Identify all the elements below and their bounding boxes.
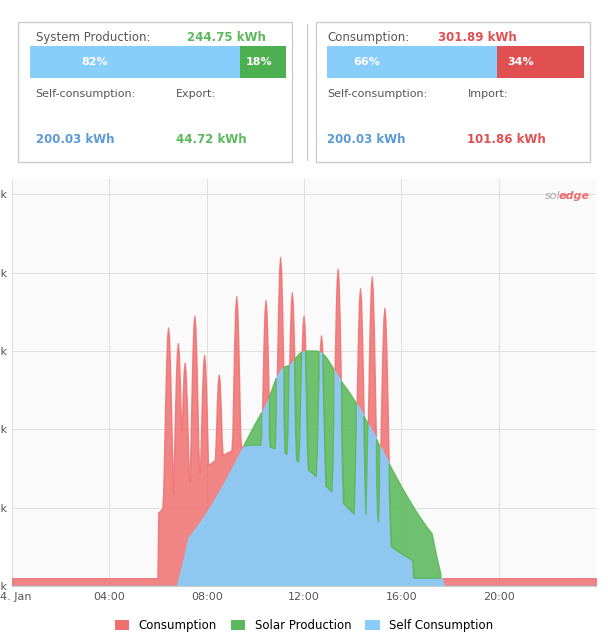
Text: 101.86 kWh: 101.86 kWh bbox=[468, 133, 546, 146]
Text: 44.72 kWh: 44.72 kWh bbox=[176, 133, 246, 146]
Text: 34%: 34% bbox=[507, 57, 534, 66]
Text: 200.03 kWh: 200.03 kWh bbox=[327, 133, 406, 146]
Bar bbox=[240, 46, 286, 77]
Bar bbox=[18, 23, 292, 162]
Bar bbox=[327, 46, 497, 77]
Text: 66%: 66% bbox=[353, 57, 380, 66]
Text: System Production:: System Production: bbox=[35, 31, 150, 44]
Text: 301.89 kWh: 301.89 kWh bbox=[438, 31, 517, 44]
Text: Export:: Export: bbox=[176, 89, 216, 99]
Text: Self-consumption:: Self-consumption: bbox=[35, 89, 136, 99]
Text: 82%: 82% bbox=[81, 57, 108, 66]
Text: 200.03 kWh: 200.03 kWh bbox=[35, 133, 114, 146]
Bar bbox=[30, 46, 240, 77]
Text: 244.75 kWh: 244.75 kWh bbox=[187, 31, 266, 44]
Bar bbox=[497, 46, 584, 77]
Text: edge: edge bbox=[559, 191, 590, 201]
Text: Self-consumption:: Self-consumption: bbox=[327, 89, 427, 99]
Text: Consumption:: Consumption: bbox=[327, 31, 410, 44]
Text: Import:: Import: bbox=[468, 89, 508, 99]
Legend: Consumption, Solar Production, Self Consumption: Consumption, Solar Production, Self Cons… bbox=[110, 615, 498, 637]
Text: solar: solar bbox=[545, 191, 573, 201]
Text: 18%: 18% bbox=[246, 57, 272, 66]
Bar bbox=[316, 23, 590, 162]
